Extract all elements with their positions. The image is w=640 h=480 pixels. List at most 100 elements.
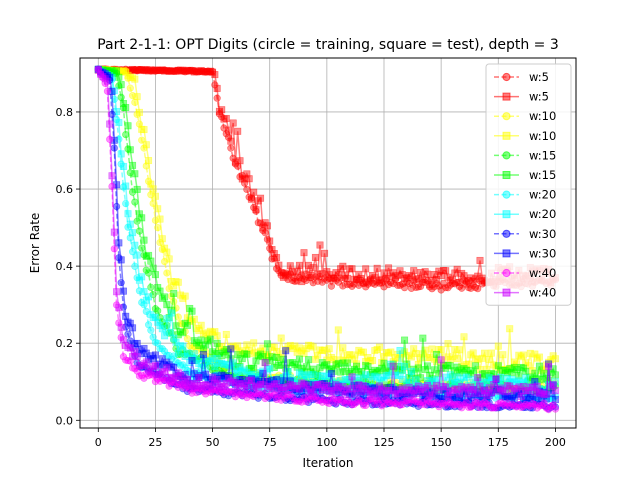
- data-point: [252, 206, 260, 214]
- data-point: [385, 371, 393, 379]
- data-point: [140, 66, 148, 74]
- data-point: [423, 362, 431, 370]
- data-point: [172, 67, 180, 75]
- legend-label: w:5: [529, 90, 549, 104]
- legend-label: w:20: [529, 207, 556, 221]
- x-tick-label: 125: [374, 436, 395, 449]
- data-point: [257, 194, 265, 202]
- data-point: [126, 220, 134, 228]
- data-point: [490, 370, 498, 378]
- data-point: [487, 349, 495, 357]
- data-point: [449, 275, 457, 283]
- data-point: [494, 362, 502, 370]
- data-point: [156, 287, 164, 295]
- data-point: [508, 368, 516, 376]
- data-point: [147, 257, 155, 265]
- data-point: [439, 279, 448, 287]
- data-point: [451, 269, 459, 277]
- data-point: [430, 366, 438, 374]
- data-point: [222, 346, 230, 354]
- data-point: [122, 312, 130, 320]
- legend-marker: [502, 210, 511, 219]
- data-point: [163, 364, 171, 372]
- data-point: [327, 353, 335, 361]
- data-point: [316, 241, 324, 249]
- data-point: [414, 364, 422, 372]
- legend-marker: [502, 112, 511, 121]
- data-point: [417, 268, 425, 276]
- data-point: [355, 346, 363, 354]
- legend-label: w:40: [529, 266, 556, 280]
- legend-label: w:40: [529, 286, 556, 300]
- data-point: [250, 188, 258, 196]
- data-point: [346, 351, 354, 359]
- data-point: [316, 364, 324, 372]
- data-point: [282, 272, 290, 280]
- data-point: [188, 307, 196, 315]
- data-point: [403, 360, 411, 368]
- data-point: [117, 150, 125, 158]
- data-point: [156, 215, 164, 223]
- data-point: [197, 67, 205, 75]
- data-point: [442, 353, 450, 361]
- data-point: [515, 351, 523, 359]
- data-point: [112, 202, 121, 211]
- data-point: [371, 274, 379, 282]
- data-point: [444, 340, 452, 348]
- y-axis-label: Error Rate: [28, 213, 42, 274]
- data-point: [396, 346, 404, 354]
- data-point: [302, 270, 310, 278]
- data-point: [156, 67, 164, 75]
- data-point: [259, 344, 267, 352]
- legend-marker: [502, 229, 511, 238]
- data-point: [215, 107, 223, 115]
- data-point: [428, 285, 436, 293]
- data-point: [426, 353, 434, 361]
- data-point: [385, 349, 393, 357]
- data-point: [161, 67, 169, 75]
- data-point: [524, 362, 532, 370]
- data-point: [170, 289, 178, 297]
- data-point: [149, 67, 157, 75]
- data-point: [254, 219, 262, 227]
- data-point: [369, 356, 377, 364]
- data-point: [350, 390, 358, 398]
- data-point: [165, 328, 173, 336]
- x-tick-label: 150: [431, 436, 452, 449]
- data-point: [131, 75, 139, 83]
- data-point: [334, 326, 342, 334]
- data-point: [330, 356, 338, 364]
- data-point: [199, 68, 207, 76]
- data-point: [533, 375, 541, 383]
- x-tick-label: 75: [263, 436, 277, 449]
- data-point: [247, 350, 255, 358]
- data-point: [213, 339, 221, 347]
- data-point: [117, 256, 125, 264]
- data-point: [309, 343, 317, 351]
- data-point: [293, 348, 301, 356]
- data-point: [355, 270, 363, 278]
- data-point: [133, 93, 141, 101]
- data-point: [158, 325, 166, 333]
- data-point: [241, 350, 249, 358]
- data-point: [181, 67, 189, 75]
- data-point: [151, 305, 160, 313]
- data-point: [334, 359, 342, 367]
- data-point: [369, 368, 377, 376]
- data-point: [293, 267, 301, 275]
- data-point: [471, 362, 479, 370]
- data-point: [254, 352, 262, 360]
- data-point: [211, 71, 219, 79]
- data-point: [165, 255, 173, 263]
- data-point: [442, 284, 450, 292]
- data-point: [147, 283, 155, 291]
- data-point: [412, 349, 420, 357]
- data-point: [266, 357, 274, 365]
- data-point: [147, 66, 155, 74]
- data-point: [305, 356, 313, 364]
- data-point: [545, 363, 553, 371]
- data-point: [407, 367, 415, 375]
- data-point: [163, 301, 171, 309]
- data-point: [204, 337, 212, 345]
